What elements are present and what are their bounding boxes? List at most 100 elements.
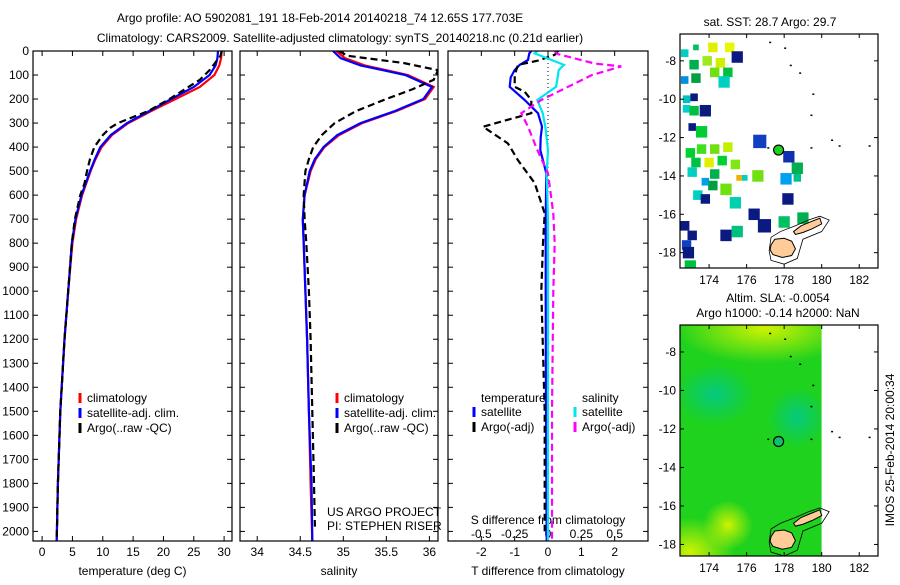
x-tick-label: 1 — [578, 545, 585, 559]
sst-cell — [731, 225, 743, 238]
legend-label: Argo(-adj) — [582, 420, 635, 434]
credit-project: US ARGO PROJECT — [327, 505, 442, 519]
sst-cell — [696, 144, 707, 154]
sst-cell — [710, 144, 720, 154]
y-tick-label: 800 — [9, 236, 29, 250]
small-island — [784, 338, 787, 340]
credit-pi: PI: STEPHEN RISER — [327, 519, 442, 533]
x-tick-label: 15 — [126, 545, 140, 559]
map-frame — [679, 324, 879, 557]
s-tick-label: -0.5 — [471, 527, 492, 541]
x-tick-label: 35.5 — [375, 545, 399, 559]
series-argo-raw-qc- — [302, 51, 438, 527]
plot-frame — [447, 50, 649, 542]
sst-cell — [710, 169, 720, 179]
small-island — [838, 436, 841, 439]
x-tick-label: 0 — [545, 545, 552, 559]
small-island — [868, 436, 871, 439]
y-tick-label: -12 — [659, 422, 677, 436]
x-axis-label: salinity — [321, 564, 358, 578]
sst-cell — [680, 221, 690, 231]
x-tick-label: 176 — [737, 561, 757, 575]
small-island — [810, 114, 813, 117]
sst-cell — [687, 230, 697, 241]
map-content — [680, 41, 871, 268]
legend-label: climatology — [344, 391, 404, 405]
sst-cell — [730, 159, 741, 170]
sst-cell — [741, 174, 748, 181]
small-island — [789, 64, 792, 67]
y-tick-label: 1600 — [2, 428, 29, 442]
small-island — [799, 72, 802, 74]
small-island — [831, 430, 834, 433]
map-subtitle: Argo h1000: -0.14 h2000: NaN — [696, 306, 859, 320]
s-tick-label: 0.5 — [606, 527, 623, 541]
sst-cell — [693, 44, 699, 51]
panel-difference: -2 -1 0 1 2 T difference from climatology -0.5… — [447, 50, 649, 578]
x-tick-label: 34.5 — [289, 545, 313, 559]
series-climatology — [55, 51, 223, 541]
sst-cell — [797, 212, 809, 224]
series-t-argo-adj- — [480, 51, 559, 532]
y-tick-label: 1500 — [2, 404, 29, 418]
sst-cell — [753, 134, 767, 149]
map-title: Altim. SLA: -0.0054 — [726, 291, 830, 305]
sst-cell — [680, 76, 689, 84]
x-tick-label: 25 — [187, 545, 201, 559]
legend-label: satellite-adj. clim. — [87, 406, 179, 420]
series-group — [480, 51, 622, 541]
sst-cell — [710, 67, 720, 78]
legend-header: salinity — [582, 391, 619, 405]
map-sst-map: 174 176 178 180 182 -8 -10 -12 -14 -16 -18 sat. SST… — [659, 15, 879, 287]
small-island — [831, 139, 834, 141]
small-island — [784, 47, 787, 49]
legend-label: climatology — [87, 391, 147, 405]
sst-cell — [708, 42, 718, 53]
sst-cell — [688, 123, 696, 131]
sst-cell — [702, 56, 712, 66]
s-tick-label: 0.25 — [570, 527, 594, 541]
sst-cell — [689, 59, 699, 70]
small-island — [767, 147, 770, 149]
sst-cell — [693, 190, 703, 200]
x-tick-label: -2 — [476, 545, 487, 559]
small-island — [769, 41, 772, 44]
y-tick-label: 1900 — [2, 500, 29, 514]
sst-cell — [685, 148, 696, 158]
y-tick-label: -16 — [659, 499, 677, 513]
x-tick-label: 35 — [337, 545, 351, 559]
title-line-2: Climatology: CARS2009. Satellite-adjuste… — [97, 31, 583, 45]
sst-cell — [691, 73, 701, 83]
plot-frame — [32, 50, 233, 542]
argo-float-marker — [772, 144, 785, 156]
small-island — [838, 145, 841, 147]
x-tick-label: 30 — [217, 545, 231, 559]
y-tick-label: -8 — [665, 345, 676, 359]
legend-label: Argo(..raw -QC) — [344, 421, 429, 435]
y-tick-label: 1200 — [2, 332, 29, 346]
x-tick-label: 182 — [849, 561, 869, 575]
argo-float-marker — [772, 435, 785, 448]
map-frame — [679, 33, 879, 269]
s-tick-label: -0.25 — [501, 527, 529, 541]
series-s-satellite — [532, 51, 566, 541]
sst-cell — [699, 104, 711, 117]
sst-cell — [682, 246, 695, 259]
small-island — [810, 405, 813, 408]
island-fiji — [769, 529, 796, 550]
small-island — [812, 93, 815, 95]
small-island — [769, 332, 772, 335]
y-tick-label: -10 — [659, 383, 677, 397]
sst-cell — [715, 57, 726, 68]
y-tick-label: 300 — [9, 116, 29, 130]
island-fiji — [769, 237, 796, 258]
map-sla-map: 174 176 178 180 182 -8 -10 -12 -14 -16 -18 Altim. S… — [659, 291, 879, 575]
small-island — [810, 147, 813, 149]
sst-cell — [691, 157, 701, 168]
x-tick-label: 36 — [423, 545, 437, 559]
x-tick-label: 174 — [699, 561, 719, 575]
sst-cell — [700, 194, 711, 204]
sst-cell — [684, 260, 696, 268]
x-tick-label: 34 — [251, 545, 265, 559]
small-island — [868, 145, 871, 147]
